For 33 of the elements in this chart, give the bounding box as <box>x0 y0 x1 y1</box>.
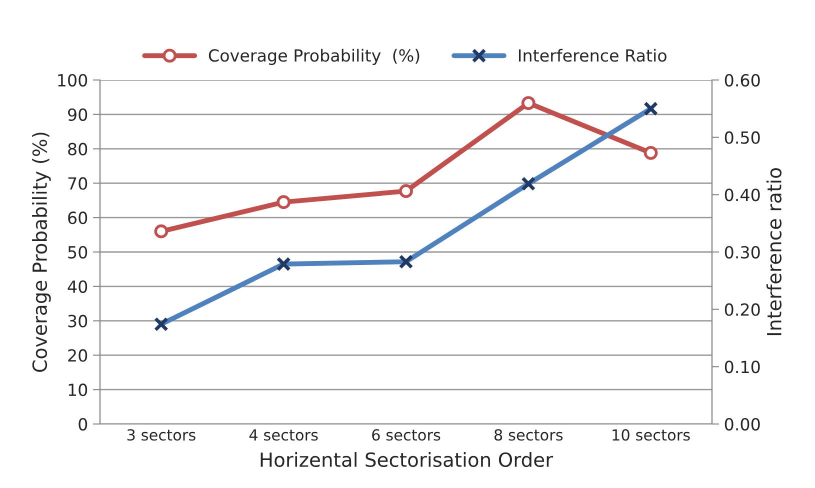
point <box>644 146 658 160</box>
y-tick-label: 100 <box>58 74 88 87</box>
y-tick-label: 0 <box>78 418 88 431</box>
legend-label: Interference Ratio <box>518 48 666 62</box>
y-tick-label: 80 <box>68 142 88 156</box>
y-tick-label: 90 <box>68 108 88 121</box>
y-tick-label: 20 <box>68 349 88 362</box>
y-tick-label: 10 <box>68 384 88 396</box>
legend-label: Coverage Probability (%) <box>208 48 420 65</box>
x-tick-label: 10 sectors <box>612 429 690 441</box>
x-tick-label: 8 sectors <box>494 429 563 441</box>
y2-tick-label: 0.00 <box>724 418 760 431</box>
point <box>521 96 536 110</box>
x-axis-title: Horizental Sectorisation Order <box>260 452 554 468</box>
point <box>276 195 291 210</box>
point <box>154 224 168 238</box>
x-tick-label: 6 sectors <box>372 429 440 441</box>
y2-tick-label: 0.20 <box>724 303 760 316</box>
y-tick-label: 60 <box>68 212 88 224</box>
y-tick-label: 50 <box>68 246 88 259</box>
y-axis-title: Coverage Probability (%) <box>32 132 51 372</box>
y2-tick-label: 0.60 <box>724 74 760 87</box>
y-tick-label: 30 <box>68 314 88 328</box>
y2-tick-label: 0.40 <box>724 188 760 202</box>
x-tick-label: 4 sectors <box>249 429 318 441</box>
y2-tick-label: 0.30 <box>724 246 760 259</box>
point <box>399 184 413 198</box>
y-tick-label: 70 <box>68 177 88 190</box>
y-tick-label: 40 <box>68 280 88 293</box>
y2-tick-label: 0.10 <box>724 360 760 374</box>
x-tick-label: 3 sectors <box>127 429 196 441</box>
y2-axis-title: Interference ratio <box>766 168 782 336</box>
y2-tick-label: 0.50 <box>724 131 760 144</box>
